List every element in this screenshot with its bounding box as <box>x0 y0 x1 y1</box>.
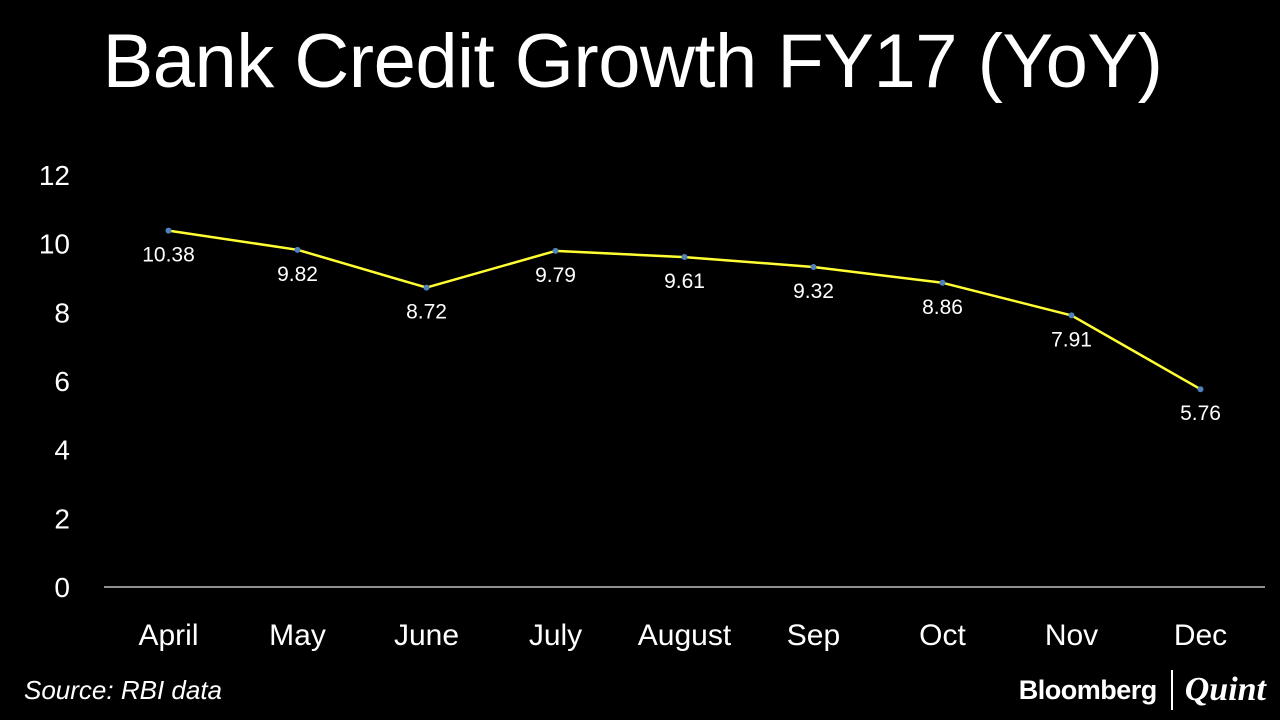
y-tick-label: 10 <box>39 229 70 260</box>
data-labels: 10.38 9.82 8.72 9.79 9.61 9.32 8.86 7.91 5.76 <box>142 244 1221 426</box>
x-tick-label: Dec <box>1174 619 1227 652</box>
x-axis-ticks: April May June July August Sep Oct Nov Dec <box>138 619 1227 652</box>
data-label: 10.38 <box>142 244 195 267</box>
y-tick-label: 2 <box>54 503 70 534</box>
series-markers <box>165 227 1204 393</box>
data-label: 9.32 <box>793 280 834 303</box>
data-point <box>423 284 430 291</box>
x-tick-label: July <box>529 619 582 652</box>
data-point <box>939 279 946 286</box>
x-tick-label: April <box>138 619 198 652</box>
x-tick-label: May <box>269 619 326 652</box>
brand-logo: Bloomberg Quint <box>1019 668 1266 712</box>
data-label: 7.91 <box>1051 328 1092 351</box>
brand-divider <box>1170 670 1173 710</box>
y-tick-label: 0 <box>54 572 70 603</box>
data-label: 9.61 <box>664 270 705 293</box>
x-tick-label: June <box>394 619 459 652</box>
bloomberg-wordmark: Bloomberg <box>1018 674 1158 705</box>
quint-wordmark: Quint <box>1184 671 1266 708</box>
y-tick-label: 4 <box>54 435 70 466</box>
x-tick-label: Nov <box>1045 619 1098 652</box>
data-point <box>165 227 172 234</box>
x-tick-label: Sep <box>787 619 840 652</box>
data-label: 8.86 <box>922 296 963 319</box>
data-point <box>552 247 559 254</box>
data-label: 5.76 <box>1180 402 1221 425</box>
y-tick-label: 6 <box>54 366 70 397</box>
data-point <box>681 254 688 261</box>
data-label: 9.82 <box>277 263 318 286</box>
x-tick-label: Oct <box>919 619 966 652</box>
x-tick-label: August <box>638 619 732 652</box>
y-tick-label: 8 <box>54 297 70 328</box>
y-axis-ticks: 0 2 4 6 8 10 12 <box>39 160 70 603</box>
data-label: 8.72 <box>406 301 447 324</box>
data-point <box>1197 386 1204 393</box>
data-point <box>1068 312 1075 319</box>
source-note: Source: RBI data <box>24 675 222 705</box>
data-point <box>810 264 817 271</box>
y-tick-label: 12 <box>39 160 70 191</box>
data-point <box>294 246 301 253</box>
data-label: 9.79 <box>535 264 576 287</box>
chart-title: Bank Credit Growth FY17 (YoY) <box>102 19 1163 104</box>
